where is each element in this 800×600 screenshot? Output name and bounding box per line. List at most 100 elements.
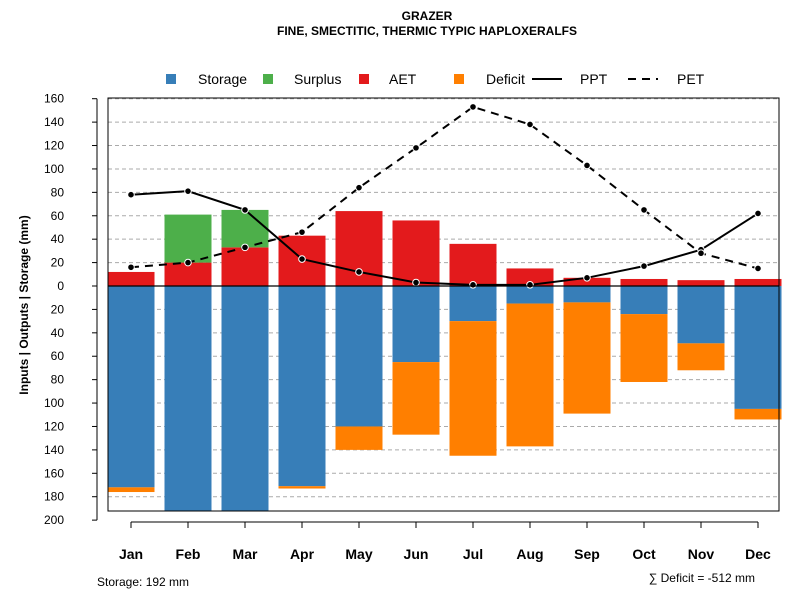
- pet-point: [127, 263, 135, 272]
- aet-bar: [677, 280, 725, 286]
- ppt-point: [241, 206, 249, 214]
- x-tick-label: Jun: [404, 546, 429, 562]
- ppt-line: [130, 190, 759, 286]
- bars: [107, 209, 782, 511]
- storage-footnote: Storage: 192 mm: [97, 575, 189, 589]
- axes: 160 140 120 100 80 60 40 200 20 40 60 80 100 120 140 16…: [44, 92, 780, 562]
- legend-aet-swatch: [359, 74, 369, 84]
- x-tick-label: Aug: [516, 546, 543, 562]
- pet-line: [130, 105, 759, 270]
- deficit-bar: [449, 321, 497, 456]
- aet-bar: [107, 271, 155, 286]
- ppt-point: [355, 268, 363, 276]
- deficit-bar: [677, 343, 725, 371]
- deficit-bar: [278, 486, 326, 489]
- legend-storage-label: Storage: [198, 71, 247, 87]
- pet-point: [355, 183, 363, 192]
- pet-point: [412, 144, 420, 152]
- storage-bar: [278, 286, 326, 487]
- storage-bar: [677, 286, 725, 344]
- legend-deficit-swatch: [454, 74, 464, 84]
- surplus-bar: [164, 214, 212, 263]
- legend-ppt-label: PPT: [580, 71, 608, 87]
- y-tick-label: 180: [44, 490, 64, 504]
- legend-surplus-label: Surplus: [294, 71, 341, 87]
- pet-point: [298, 228, 306, 236]
- deficit-bar: [620, 314, 668, 382]
- deficit-bar: [107, 487, 155, 493]
- storage-bar: [392, 286, 440, 363]
- chart-title: GRAZER: [402, 9, 453, 23]
- legend-aet-label: AET: [389, 71, 417, 87]
- aet-bar: [392, 220, 440, 286]
- y-tick-label: 40: [51, 232, 65, 246]
- y-tick-label: 160: [44, 92, 64, 106]
- deficit-bar: [506, 303, 554, 447]
- plot-frame: [107, 97, 780, 512]
- x-tick-label: Jan: [119, 546, 143, 562]
- y-tick-label: 20: [51, 302, 65, 316]
- storage-bar: [107, 286, 155, 488]
- y-tick-label: 120: [44, 419, 64, 433]
- deficit-bar: [392, 362, 440, 435]
- storage-bar: [620, 286, 668, 315]
- y-tick-label: 140: [44, 115, 64, 129]
- storage-bar: [506, 286, 554, 304]
- ppt-point: [184, 187, 192, 195]
- x-tick-label: Sep: [574, 546, 600, 562]
- pet-point: [184, 258, 192, 267]
- storage-bar: [164, 286, 212, 511]
- ppt-point: [754, 209, 762, 218]
- y-tick-label: 200: [44, 513, 64, 527]
- deficit-bar: [335, 426, 383, 450]
- storage-bar: [563, 286, 611, 303]
- y-tick-label: 160: [44, 466, 64, 480]
- lines: [130, 105, 759, 286]
- aet-bar: [449, 243, 497, 286]
- y-tick-label: 120: [44, 139, 64, 153]
- y-tick-label: 100: [44, 396, 64, 410]
- ppt-point: [583, 274, 591, 282]
- x-tick-label: Nov: [688, 546, 715, 562]
- storage-bar: [734, 286, 782, 409]
- y-axis-label: Inputs | Outputs | Storage (mm): [17, 215, 31, 394]
- aet-bar: [506, 268, 554, 286]
- y-tick-label: 80: [51, 373, 65, 387]
- x-tick-label: Feb: [176, 546, 201, 562]
- y-tick-label: 100: [44, 162, 64, 176]
- legend: Storage Surplus AET Deficit PPT PET: [166, 71, 705, 87]
- pet-point: [754, 264, 762, 273]
- ppt-point: [127, 190, 135, 199]
- ppt-point: [526, 281, 534, 289]
- ppt-point: [640, 262, 648, 270]
- pet-point: [469, 103, 477, 111]
- aet-bar: [620, 278, 668, 286]
- x-tick-label: Mar: [233, 546, 258, 562]
- deficit-bar: [563, 302, 611, 414]
- x-tick-label: Jul: [463, 546, 483, 562]
- pet-point: [241, 243, 249, 252]
- storage-bar: [221, 286, 269, 511]
- y-tick-label: 60: [51, 209, 65, 223]
- x-tick-label: Dec: [745, 546, 771, 562]
- y-tick-label: 80: [51, 185, 65, 199]
- storage-bar: [335, 286, 383, 427]
- y-tick-label: 40: [51, 326, 65, 340]
- legend-storage-swatch: [166, 74, 176, 84]
- x-tick-label: May: [345, 546, 372, 562]
- ppt-point: [469, 281, 477, 289]
- x-tick-label: Oct: [632, 546, 656, 562]
- y-tick-label: 60: [51, 349, 65, 363]
- points: [127, 103, 762, 289]
- aet-bar: [221, 247, 269, 286]
- legend-surplus-swatch: [263, 74, 273, 84]
- y-tick-label: 140: [44, 443, 64, 457]
- x-tick-label: Apr: [290, 546, 315, 562]
- aet-bar: [563, 277, 611, 286]
- legend-deficit-label: Deficit: [486, 71, 525, 87]
- deficit-bar: [734, 408, 782, 420]
- y-tick-label: 0: [57, 279, 64, 293]
- surplus-bar: [221, 209, 269, 248]
- pet-point: [526, 120, 534, 129]
